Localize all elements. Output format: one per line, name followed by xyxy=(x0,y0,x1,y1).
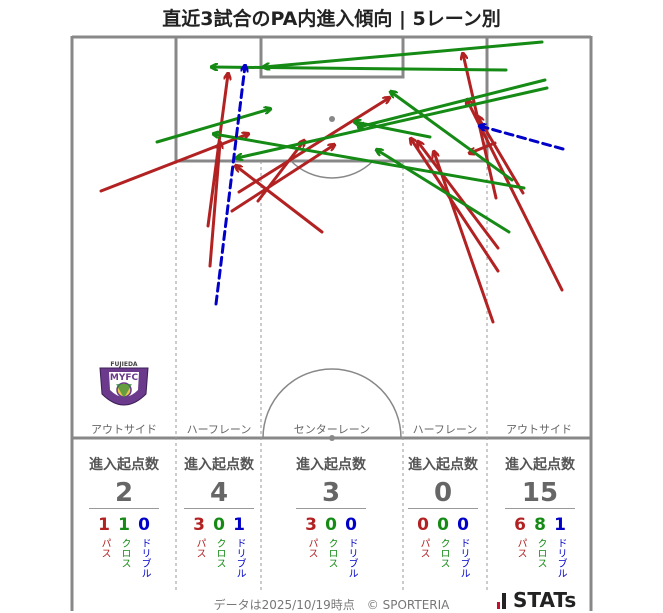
stats-brand: STATs xyxy=(513,588,577,612)
lane-label-3: センターレーン xyxy=(293,423,371,436)
lane-4-head: 進入起点数 xyxy=(408,457,478,473)
lane-4-pass-count: 0 xyxy=(417,515,429,535)
lane-label-2: ハーフレーン xyxy=(186,423,252,436)
lane-5-head: 進入起点数 xyxy=(505,457,575,473)
cross-arrow-9 xyxy=(355,122,432,139)
lane-5-pass-count: 6 xyxy=(514,515,526,535)
cross-arrow-6 xyxy=(359,78,547,127)
lane-3-pass-count: 3 xyxy=(305,515,317,535)
cross-arrow-5 xyxy=(377,150,511,234)
lane-1-cross-label: クロス xyxy=(119,538,130,568)
lane-4-dribble-label: ドリブル xyxy=(458,538,469,578)
lane-5-total: 15 xyxy=(521,478,559,508)
dribble-arrow-1 xyxy=(214,66,245,306)
lane-5-pass-label: パス xyxy=(515,538,526,558)
lane-4-cross-label: クロス xyxy=(438,538,449,568)
lane-3-head: 進入起点数 xyxy=(296,457,366,473)
lane-1-rule xyxy=(89,508,159,509)
crest-mid-text: MYFC xyxy=(110,373,139,383)
cross-arrow-1 xyxy=(155,109,270,144)
lane-1-cross-count: 1 xyxy=(118,515,130,535)
lane-5-dribble-label: ドリブル xyxy=(555,538,566,578)
lane-4-cross-count: 0 xyxy=(437,515,449,535)
club-crest xyxy=(99,367,149,406)
chart-title: 直近3試合のPA内進入傾向 | 5レーン別 xyxy=(162,8,501,30)
lane-1-dribble-count: 0 xyxy=(138,515,150,535)
lane-2-rule xyxy=(184,508,254,509)
lane-2-cross-label: クロス xyxy=(214,538,225,568)
lane-1-head: 進入起点数 xyxy=(89,457,159,473)
lane-5-cross-label: クロス xyxy=(535,538,546,568)
lane-2-pass-label: パス xyxy=(194,538,205,558)
stats-logo-icon xyxy=(497,593,506,609)
lane-2-total: 4 xyxy=(209,478,229,508)
cross-arrow-2 xyxy=(264,40,544,67)
lane-4-dribble-count: 0 xyxy=(457,515,469,535)
lane-2-pass-count: 3 xyxy=(193,515,205,535)
cross-arrow-7 xyxy=(214,134,526,190)
lane-5-dribble-count: 1 xyxy=(554,515,566,535)
lane-3-cross-label: クロス xyxy=(326,538,337,568)
lane-label-1: アウトサイド xyxy=(91,423,157,436)
footer-credit: データは2025/10/19時点 © SPORTERIA xyxy=(213,598,450,612)
pass-arrow-7 xyxy=(237,98,389,194)
lane-1-pass-count: 1 xyxy=(98,515,110,535)
goal-area xyxy=(259,35,405,79)
lane-5-rule xyxy=(505,508,575,509)
cross-arrow-4 xyxy=(391,92,514,182)
pass-arrow-3 xyxy=(236,166,324,234)
lane-3-total: 3 xyxy=(321,478,341,508)
lane-3-dribble-count: 0 xyxy=(345,515,357,535)
lane-2-head: 進入起点数 xyxy=(184,457,254,473)
pass-arrow-2 xyxy=(230,145,334,213)
lane-3-cross-count: 0 xyxy=(325,515,337,535)
pass-arrow-10 xyxy=(418,142,500,250)
lane-1-total: 2 xyxy=(114,478,134,508)
pass-arrow-6 xyxy=(256,141,304,203)
pass-arrow-5 xyxy=(208,143,220,268)
pass-arrow-12 xyxy=(411,139,500,273)
center-spot xyxy=(329,435,335,441)
lane-4-rule xyxy=(408,508,478,509)
lane-1-pass-label: パス xyxy=(99,538,110,558)
lane-3-dribble-label: ドリブル xyxy=(346,538,357,578)
lane-3-rule xyxy=(296,508,366,509)
center-circle xyxy=(262,368,402,439)
dribble-arrow-2 xyxy=(480,126,565,151)
pass-arrow-11 xyxy=(434,152,495,324)
lane-5-cross-count: 8 xyxy=(534,515,546,535)
lane-2-dribble-count: 1 xyxy=(233,515,245,535)
lane-4-pass-label: パス xyxy=(418,538,429,558)
cross-arrow-3 xyxy=(212,67,508,72)
cross-arrow-8 xyxy=(237,86,549,158)
lane-2-dribble-label: ドリブル xyxy=(234,538,245,578)
lane-label-5: アウトサイド xyxy=(506,423,572,436)
pass-arrow-9 xyxy=(467,100,564,292)
lane-2-cross-count: 0 xyxy=(213,515,225,535)
lane-4-total: 0 xyxy=(433,478,453,508)
penalty-spot xyxy=(329,116,335,122)
lane-3-pass-label: パス xyxy=(306,538,317,558)
stats-logo: STATs xyxy=(513,588,576,612)
crest-top-text: FUJIEDA xyxy=(110,361,138,368)
lane-label-4: ハーフレーン xyxy=(412,423,478,436)
lane-1-dribble-label: ドリブル xyxy=(139,538,150,578)
